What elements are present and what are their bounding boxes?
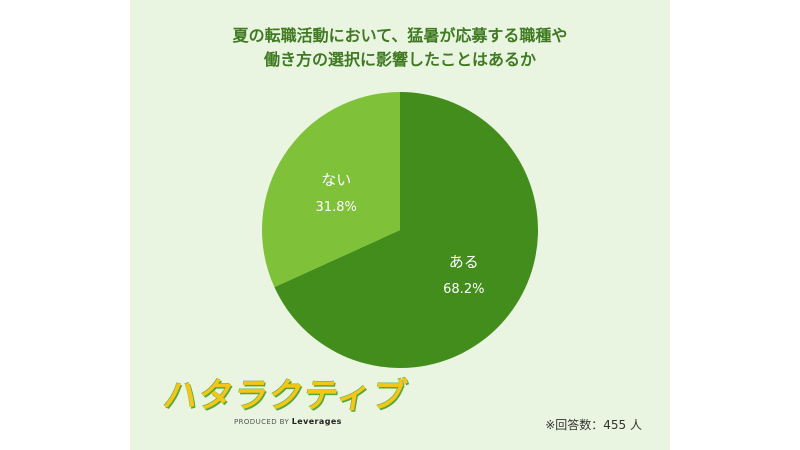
chart-title-line-1: 夏の転職活動において、猛暑が応募する職種や — [232, 26, 568, 45]
pie-slice-value-0: 68.2% — [443, 282, 484, 297]
pie-slice-0 — [274, 92, 539, 369]
logo-wordmark: ハタラクティブ — [160, 376, 411, 416]
pie-slice-label-1: ない — [321, 171, 351, 189]
chart-title: 夏の転職活動において、猛暑が応募する職種や 働き方の選択に影響したことはあるか — [130, 24, 670, 72]
logo-produced-by: PRODUCED BY Leverages — [234, 417, 342, 426]
pie-slice-value-1: 31.8% — [316, 200, 357, 215]
logo-brand-name: Leverages — [291, 417, 342, 426]
pie-slice-1 — [262, 92, 400, 288]
pie-chart: ある 68.2% ない 31.8% — [262, 92, 539, 369]
chart-panel: 夏の転職活動において、猛暑が応募する職種や 働き方の選択に影響したことはあるか … — [130, 0, 670, 450]
pie-slice-label-0: ある — [449, 253, 479, 271]
respondent-count-note: ※回答数：455 人 — [545, 418, 642, 432]
chart-title-line-2: 働き方の選択に影響したことはあるか — [263, 50, 536, 69]
logo-produced-by-prefix: PRODUCED BY — [234, 418, 290, 426]
hataractive-logo: ハタラクティブ PRODUCED BY Leverages — [160, 376, 410, 432]
